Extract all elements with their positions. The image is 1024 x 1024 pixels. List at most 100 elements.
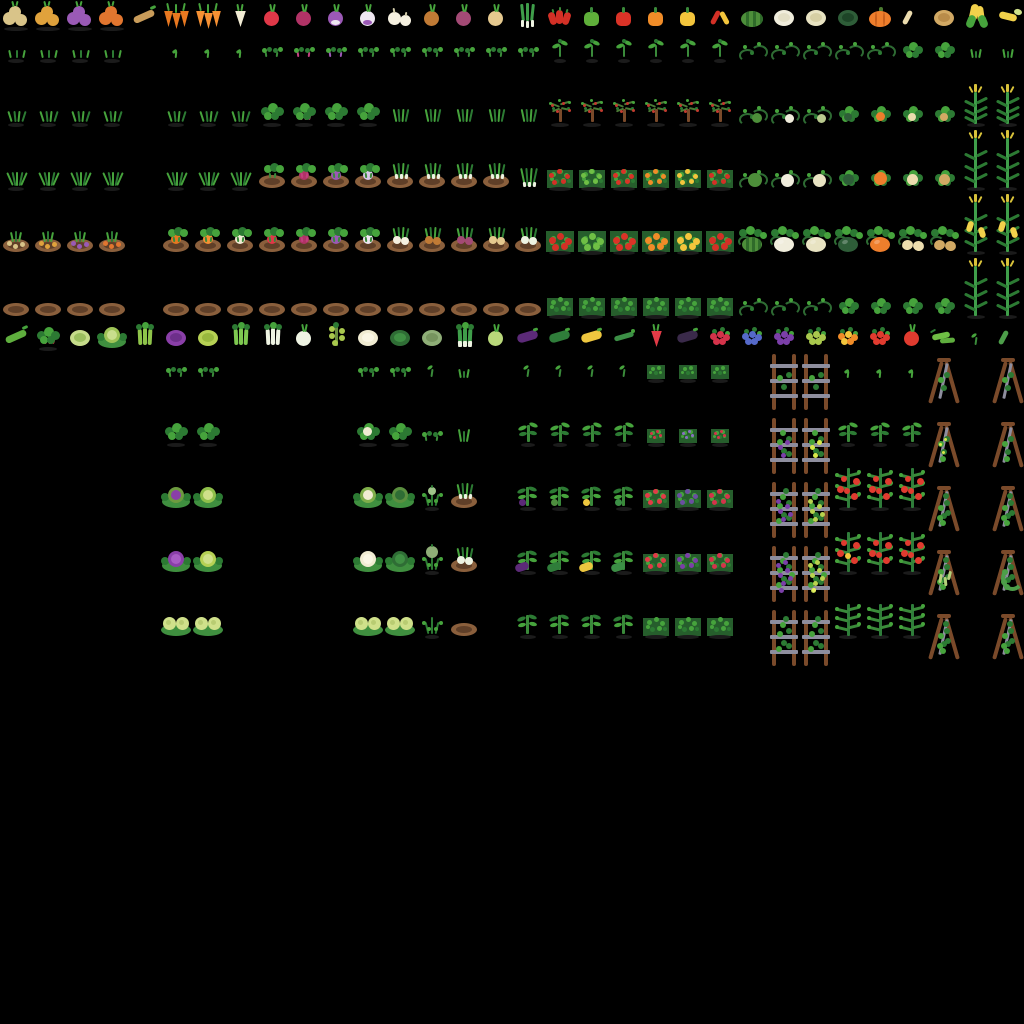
sprite-green-onion-sprout — [512, 32, 544, 64]
sprite-cantaloupe-vine-sprout — [800, 32, 832, 64]
sprite-onion-brown-sprout — [416, 32, 448, 64]
sprite-yellow-squash-stage-3 — [576, 480, 608, 512]
sprite-cauliflower-stage-2 — [352, 416, 384, 448]
sprite-tan-gourd-stage-3 — [928, 160, 960, 192]
sprite-carrot-bright-stage-3 — [192, 160, 224, 192]
sprite-cauliflower-regrowth — [352, 608, 384, 640]
sprite-brussels-sprouts — [320, 320, 352, 352]
sprite-bell-pepper-yellow — [672, 0, 704, 32]
sprite-cabbage-small — [96, 320, 128, 352]
sprite-honeydew-stage-2 — [768, 96, 800, 128]
sprite-chili-stage-2 — [704, 96, 736, 128]
sprite-beet-stage-2 — [288, 96, 320, 128]
sprite-green-onion-stage-3 — [512, 160, 544, 192]
sprite-beet-stage-3 — [288, 160, 320, 192]
sprite-green-chili — [608, 320, 640, 352]
sprite-bell-orange-harvested — [640, 288, 672, 320]
sprite-green-grape-trellis-stage-2 — [800, 416, 832, 480]
sprite-pumpkin-vine-sprout — [864, 32, 896, 64]
sprite-honeydew-melon — [768, 0, 800, 32]
sprite-potatoes-white — [0, 0, 32, 32]
sprite-chili-seedling — [704, 32, 736, 64]
sprite-pumpkin-mature — [864, 224, 896, 256]
sprite-beet-sprout — [288, 32, 320, 64]
sprite-bell-pepper-green — [576, 0, 608, 32]
sprite-garlic-mature — [384, 224, 416, 256]
sprite-empty-plot — [0, 288, 32, 320]
sprite-tomato-2-mature — [864, 528, 896, 576]
sprite-bell-green-mature — [576, 224, 608, 256]
sprite-bell-orange-stage-3 — [640, 160, 672, 192]
sprite-raspberry-stage-3 — [704, 480, 736, 512]
sprite-onion-brown-mature — [416, 224, 448, 256]
sprite-carrot-mature — [160, 224, 192, 256]
sprite-squash-stage-2 — [896, 96, 928, 128]
sprite-tomato-2-stage-3 — [864, 464, 896, 512]
sprite-gourd-stage-2 — [832, 96, 864, 128]
sprite-tomato-3-harvested — [896, 600, 928, 640]
sprite-strawberry — [640, 320, 672, 352]
sprite-honeydew-stage-3 — [768, 160, 800, 192]
sprite-empty-plot — [416, 288, 448, 320]
sprite-sweet-potato-mature — [96, 224, 128, 256]
sprite-artichoke — [416, 320, 448, 352]
sprite-empty-plot — [64, 288, 96, 320]
sprite-potato-purple-stage-2 — [64, 96, 96, 128]
sprite-gourd-mature — [832, 224, 864, 256]
sprite-empty-plot — [320, 288, 352, 320]
sprite-daikon-sprout — [224, 32, 256, 64]
sprite-empty-plot — [288, 288, 320, 320]
sprite-daikon-stage-2 — [224, 96, 256, 128]
sprite-corn-stage-4-a — [960, 256, 992, 320]
sprite-potato-purple-mature — [64, 224, 96, 256]
sprite-snap-peas — [928, 320, 960, 352]
sprite-green-onion-b-mature — [448, 544, 480, 576]
sprite-corn-stage-3-a — [960, 128, 992, 192]
sprite-carrot-bright-mature — [192, 224, 224, 256]
sprite-broccoli-stage-2 — [384, 416, 416, 448]
sprite-chili-peppers — [704, 0, 736, 32]
sprite-beet-mature — [288, 224, 320, 256]
sprite-yellow-squash-stage-2 — [576, 416, 608, 448]
sprite-tomato — [896, 320, 928, 352]
sprite-cauliflower-stage-1 — [352, 352, 384, 384]
sprite-broccoli-stage-1 — [384, 352, 416, 384]
sprite-corn-mature-a — [960, 192, 992, 256]
sprite-baby-eggplant — [672, 320, 704, 352]
sprite-potatoes-gold — [32, 0, 64, 32]
sprite-raspberry-harvested — [704, 608, 736, 640]
sprite-green-onions — [512, 0, 544, 32]
sprite-green-onion-stage-2 — [512, 96, 544, 128]
sprite-broccoli-mature — [384, 544, 416, 576]
sprite-yellow-squash — [576, 320, 608, 352]
sprite-tan-gourd-harvested — [928, 288, 960, 320]
sprite-onion-brown-stage-3 — [416, 160, 448, 192]
sprite-sweet-potato-sprout — [96, 32, 128, 64]
sprite-green-cabbage-stage-1 — [192, 352, 224, 384]
sprite-bell-yellow-mature — [672, 224, 704, 256]
sprite-bell-red-harvested — [608, 288, 640, 320]
sprite-tan-gourd-stage-2 — [928, 96, 960, 128]
sprite-red-cabbage-mature — [160, 544, 192, 576]
sprite-green-onion-mature — [512, 224, 544, 256]
sprite-cauliflower-stage-3 — [352, 480, 384, 512]
sprite-gourd-aframe-mature — [992, 548, 1024, 600]
sprite-green-grape-trellis-stage-3 — [800, 480, 832, 544]
sprite-bell-green-stage-3 — [576, 160, 608, 192]
sprite-bell-red-seedling — [608, 32, 640, 64]
sprite-green-onion-b-stage-2 — [448, 416, 480, 448]
sprite-daikon-mature — [224, 224, 256, 256]
sprite-onion-brown — [416, 0, 448, 32]
sprite-habanero-peppers — [832, 320, 864, 352]
sprite-pumpkin-stage-2 — [864, 96, 896, 128]
sprite-carrot-sprout — [160, 32, 192, 64]
sprite-onion-red-stage-2 — [448, 96, 480, 128]
sprite-bell-yellow-seedling — [672, 32, 704, 64]
sprite-bell-orange-stage-2 — [640, 96, 672, 128]
sprite-red-cabbage-stage-2 — [160, 416, 192, 448]
sprite-tomato-bunch — [864, 320, 896, 352]
sprite-bell-red-mature — [608, 224, 640, 256]
sprite-bell-red-stage-3 — [608, 160, 640, 192]
sprite-hot-pepper-seedling — [544, 32, 576, 64]
